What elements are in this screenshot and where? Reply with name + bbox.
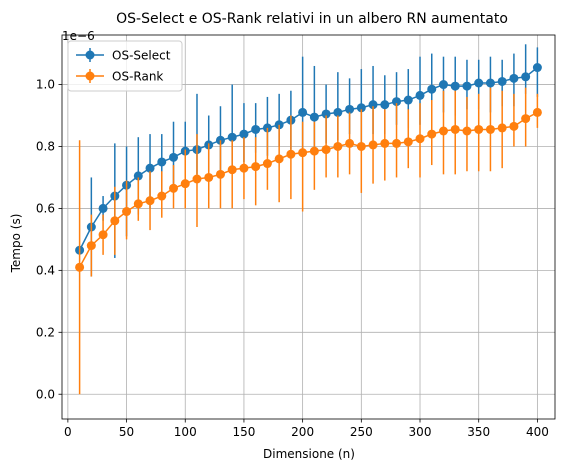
os-select-point [474, 78, 484, 88]
y-tick-label: 0.8 [36, 140, 55, 154]
os-select-point [321, 109, 331, 119]
os-select-point [403, 95, 413, 105]
legend-os-rank-label: OS-Rank [112, 69, 163, 83]
os-select-point [98, 203, 108, 213]
os-select-point [157, 157, 167, 167]
legend-os-rank-swatch-marker [85, 71, 95, 81]
os-select-point [392, 97, 402, 107]
os-select-point [333, 107, 343, 117]
os-select-point [309, 112, 319, 122]
os-rank-line [78, 111, 538, 268]
os-rank-point [180, 179, 190, 189]
y-tick-label: 0.4 [36, 264, 55, 278]
os-rank-point [333, 141, 343, 151]
os-select-point [227, 132, 237, 142]
os-rank-point [75, 262, 85, 272]
plot-area: 0 50 100 150 200 250 300 350 400 0.0 0.2 0.4 0.6 0.8 1… [36, 34, 556, 439]
os-select-point [462, 81, 472, 91]
legend-os-select-label: OS-Select [112, 48, 171, 62]
os-rank-point [321, 145, 331, 155]
os-rank-point [368, 140, 378, 150]
os-select-point [509, 73, 519, 83]
os-rank-point [438, 126, 448, 136]
x-tick-label: 350 [467, 425, 490, 439]
os-rank-point [192, 174, 202, 184]
os-rank-point [110, 216, 120, 226]
os-rank-point [392, 138, 402, 148]
os-rank-point [98, 230, 108, 240]
os-rank-point [345, 138, 355, 148]
os-rank-point [133, 199, 143, 209]
os-select-point [380, 100, 390, 110]
chart-title: OS-Select e OS-Rank relativi in un alber… [116, 11, 508, 27]
y-offset-label: 1e−6 [62, 29, 95, 43]
os-rank-point [251, 162, 261, 172]
x-tick-label: 400 [526, 425, 549, 439]
os-rank-point [227, 165, 237, 175]
x-tick-label: 0 [64, 425, 72, 439]
os-rank-point [204, 172, 214, 182]
os-select-line [78, 66, 538, 251]
os-select-point [239, 129, 249, 139]
os-rank-point [298, 148, 308, 158]
x-tick-label: 300 [409, 425, 432, 439]
os-select-point [251, 124, 261, 134]
os-rank-point [497, 123, 507, 133]
x-tick-label: 50 [119, 425, 134, 439]
os-rank-point [521, 114, 531, 124]
os-select-point [415, 90, 425, 100]
os-select-point [450, 81, 460, 91]
os-rank-point [485, 124, 495, 134]
os-rank-point [262, 159, 272, 169]
os-rank-point [403, 137, 413, 147]
x-tick-label: 200 [291, 425, 314, 439]
os-rank-point [239, 163, 249, 173]
os-rank-point [86, 241, 96, 251]
os-rank-point [145, 196, 155, 206]
os-rank-point [427, 129, 437, 139]
os-rank-point [509, 121, 519, 131]
os-rank-point [356, 141, 366, 151]
os-rank-point [274, 154, 284, 164]
os-rank-point [309, 146, 319, 156]
y-axis-label: Tempo (s) [9, 214, 23, 274]
os-rank-point [122, 207, 132, 217]
legend-box [67, 40, 183, 92]
os-rank-point [450, 124, 460, 134]
os-select-point [497, 76, 507, 86]
os-rank-point [157, 191, 167, 201]
os-select-point [368, 100, 378, 110]
os-rank-point [474, 124, 484, 134]
os-select-point [427, 84, 437, 94]
os-rank-point [215, 169, 225, 179]
axes-frame [61, 34, 556, 420]
os-select-point [345, 104, 355, 114]
os-select-point [532, 63, 542, 73]
os-select-point [133, 171, 143, 181]
os-select-point [485, 78, 495, 88]
os-rank-point [462, 126, 472, 136]
os-select-point [145, 163, 155, 173]
os-select-point [169, 152, 179, 162]
os-rank-point [286, 149, 296, 159]
os-rank-point [380, 138, 390, 148]
os-select-point [438, 80, 448, 90]
os-rank-point [415, 134, 425, 144]
x-tick-label: 100 [174, 425, 197, 439]
x-tick-label: 250 [350, 425, 373, 439]
os-select-point [298, 107, 308, 117]
legend-os-select-swatch-marker [85, 50, 95, 60]
os-select-point [521, 72, 531, 82]
x-axis-label: Dimensione (n) [263, 447, 355, 461]
os-select-point [356, 103, 366, 113]
y-tick-label: 0.0 [36, 387, 55, 401]
y-tick-label: 0.6 [36, 202, 55, 216]
y-tick-label: 0.2 [36, 325, 55, 339]
x-tick-label: 150 [232, 425, 255, 439]
os-rank-point [169, 183, 179, 193]
y-tick-label: 1.0 [36, 78, 55, 92]
os-rank-point [532, 107, 542, 117]
